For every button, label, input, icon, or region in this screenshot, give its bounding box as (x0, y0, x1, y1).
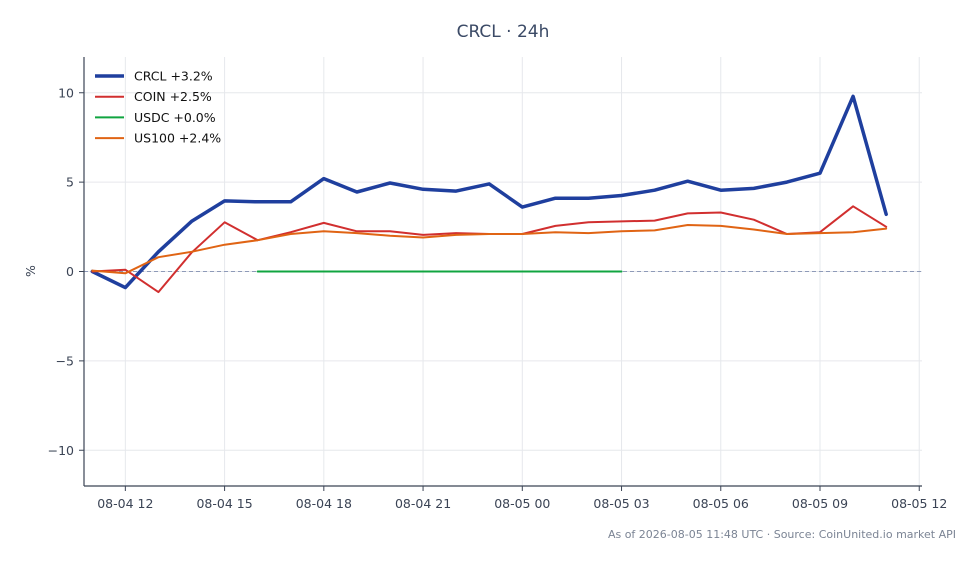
series-line-crcl (90, 94, 888, 290)
x-tick-label: 08-05 12 (891, 496, 947, 511)
legend-label: COIN +2.5% (134, 89, 212, 104)
x-tick-label: 08-05 06 (693, 496, 749, 511)
x-tick-label: 08-04 18 (296, 496, 352, 511)
series-line-us100 (91, 224, 888, 275)
axes: −10 −5 0 5 10 08-04 12 08-04 15 08-04 18 08-04 2… (48, 57, 947, 511)
source-footer: As of 2026-08-05 11:48 UTC · Source: Coi… (608, 528, 956, 541)
legend: CRCL +3.2% COIN +2.5% USDC +0.0% US100 +2.4… (95, 69, 221, 146)
y-tick-label: −5 (56, 353, 74, 368)
legend-label: US100 +2.4% (134, 131, 221, 146)
legend-label: CRCL +3.2% (134, 69, 213, 84)
y-tick-label: −10 (48, 443, 74, 458)
x-tick-label: 08-05 03 (593, 496, 649, 511)
legend-label: USDC +0.0% (134, 110, 216, 125)
y-tick-label: 0 (66, 264, 74, 279)
x-tick-label: 08-04 21 (395, 496, 451, 511)
series-line-coin (91, 205, 888, 294)
x-tick-label: 08-04 12 (97, 496, 153, 511)
x-tick-label: 08-04 15 (196, 496, 252, 511)
chart-title: CRCL · 24h (457, 22, 550, 42)
x-tick-label: 08-05 09 (792, 496, 848, 511)
y-tick-label: 5 (66, 175, 74, 190)
y-axis-label: % (23, 265, 38, 277)
x-tick-label: 08-05 00 (494, 496, 550, 511)
series-lines (90, 94, 888, 294)
y-tick-label: 10 (58, 85, 74, 100)
